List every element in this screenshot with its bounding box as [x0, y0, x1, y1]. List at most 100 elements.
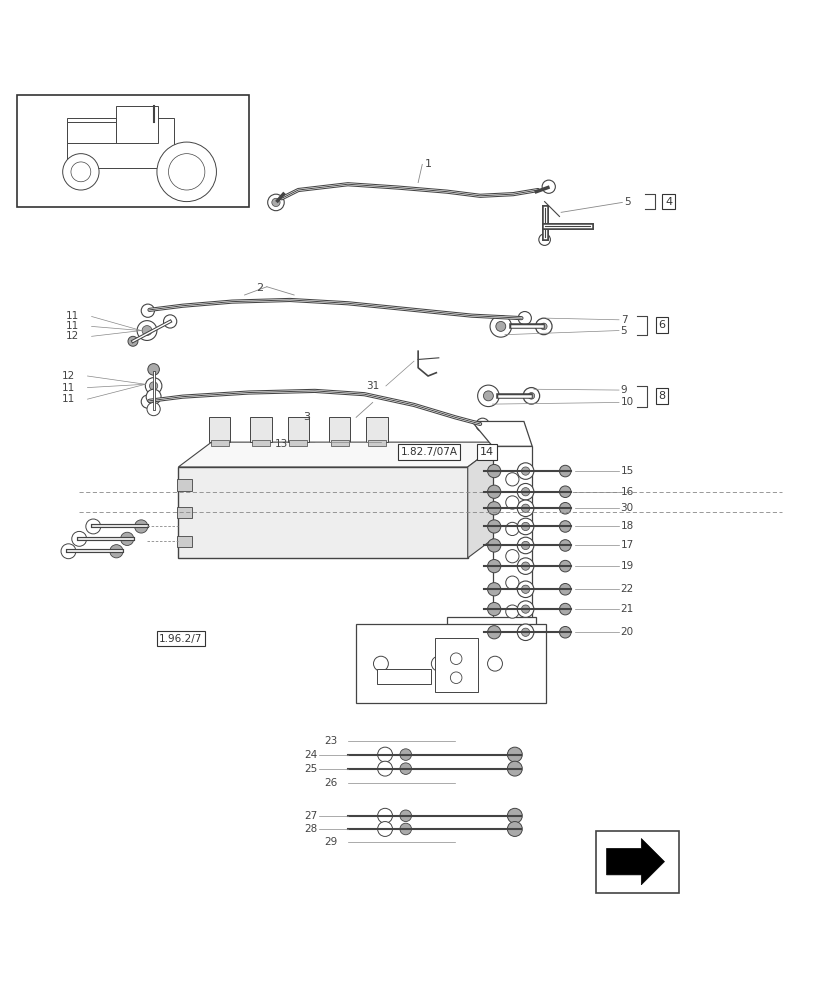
Text: 21: 21	[620, 604, 633, 614]
Circle shape	[505, 605, 519, 618]
Text: 24: 24	[304, 750, 317, 760]
Circle shape	[505, 550, 519, 563]
Text: 7: 7	[620, 315, 627, 325]
Circle shape	[559, 583, 571, 595]
Circle shape	[517, 483, 533, 500]
Circle shape	[528, 393, 534, 399]
Circle shape	[487, 464, 500, 478]
Circle shape	[507, 761, 522, 776]
Circle shape	[487, 539, 500, 552]
Circle shape	[121, 532, 134, 545]
Text: 10: 10	[620, 397, 633, 407]
Bar	[176, 479, 191, 491]
Text: 28: 28	[304, 824, 317, 834]
Circle shape	[450, 653, 461, 664]
Circle shape	[559, 603, 571, 615]
Bar	[178, 467, 467, 558]
Circle shape	[538, 234, 550, 245]
Bar	[287, 417, 308, 442]
Bar	[67, 122, 117, 143]
Circle shape	[521, 504, 529, 512]
Circle shape	[147, 402, 160, 416]
Text: 18: 18	[620, 521, 633, 531]
Text: 12: 12	[62, 371, 75, 381]
Text: 23: 23	[324, 736, 337, 746]
Bar	[250, 417, 271, 442]
Text: 2: 2	[256, 283, 263, 293]
Text: 1.96.2/7: 1.96.2/7	[159, 634, 203, 644]
Circle shape	[507, 747, 522, 762]
Circle shape	[477, 385, 499, 407]
Circle shape	[521, 541, 529, 550]
Bar	[447, 617, 536, 641]
Circle shape	[137, 321, 157, 340]
Circle shape	[61, 544, 76, 559]
Text: 12: 12	[66, 331, 79, 341]
Text: 5: 5	[620, 326, 627, 336]
Text: 15: 15	[620, 466, 633, 476]
Bar	[434, 638, 477, 692]
Circle shape	[517, 581, 533, 598]
Circle shape	[559, 465, 571, 477]
Circle shape	[146, 389, 161, 404]
Circle shape	[164, 315, 176, 328]
Polygon shape	[606, 838, 663, 885]
Circle shape	[399, 763, 411, 774]
Circle shape	[507, 808, 522, 823]
Circle shape	[517, 500, 533, 517]
Bar	[328, 417, 350, 442]
Circle shape	[521, 628, 529, 636]
Circle shape	[487, 520, 500, 533]
Circle shape	[487, 656, 502, 671]
Circle shape	[63, 154, 99, 190]
Circle shape	[487, 602, 500, 616]
Circle shape	[505, 496, 519, 509]
Circle shape	[450, 672, 461, 684]
Circle shape	[128, 336, 138, 346]
Circle shape	[377, 808, 392, 823]
Text: 22: 22	[620, 584, 633, 594]
Circle shape	[505, 473, 519, 486]
Circle shape	[377, 761, 392, 776]
Circle shape	[377, 747, 392, 762]
Circle shape	[559, 521, 571, 532]
Polygon shape	[178, 442, 500, 467]
Circle shape	[559, 540, 571, 551]
Bar	[289, 440, 307, 446]
Text: 3: 3	[304, 412, 310, 422]
Circle shape	[86, 519, 101, 534]
Circle shape	[399, 810, 411, 822]
Bar	[330, 440, 348, 446]
Text: 17: 17	[620, 540, 633, 550]
Circle shape	[142, 326, 152, 336]
Circle shape	[110, 545, 123, 558]
Circle shape	[521, 585, 529, 593]
Circle shape	[141, 395, 155, 408]
Text: 5: 5	[624, 197, 630, 207]
Bar	[176, 536, 191, 547]
Text: 11: 11	[66, 311, 79, 321]
Text: 6: 6	[657, 320, 665, 330]
Bar	[251, 440, 270, 446]
Circle shape	[517, 537, 533, 554]
Circle shape	[399, 749, 411, 760]
Text: 19: 19	[620, 561, 633, 571]
Bar	[367, 440, 385, 446]
Circle shape	[559, 486, 571, 498]
Text: 13: 13	[275, 439, 288, 449]
Bar	[492, 446, 532, 620]
Circle shape	[517, 601, 533, 617]
Circle shape	[487, 502, 500, 515]
Circle shape	[505, 576, 519, 589]
Circle shape	[373, 656, 388, 671]
Circle shape	[542, 180, 555, 193]
Circle shape	[495, 321, 505, 331]
Polygon shape	[471, 421, 532, 446]
Text: 1: 1	[424, 159, 431, 169]
Text: 9: 9	[620, 385, 627, 395]
Circle shape	[540, 323, 547, 330]
Bar	[376, 669, 430, 684]
Circle shape	[72, 531, 87, 546]
Text: 11: 11	[66, 321, 79, 331]
Text: 14: 14	[479, 447, 493, 457]
